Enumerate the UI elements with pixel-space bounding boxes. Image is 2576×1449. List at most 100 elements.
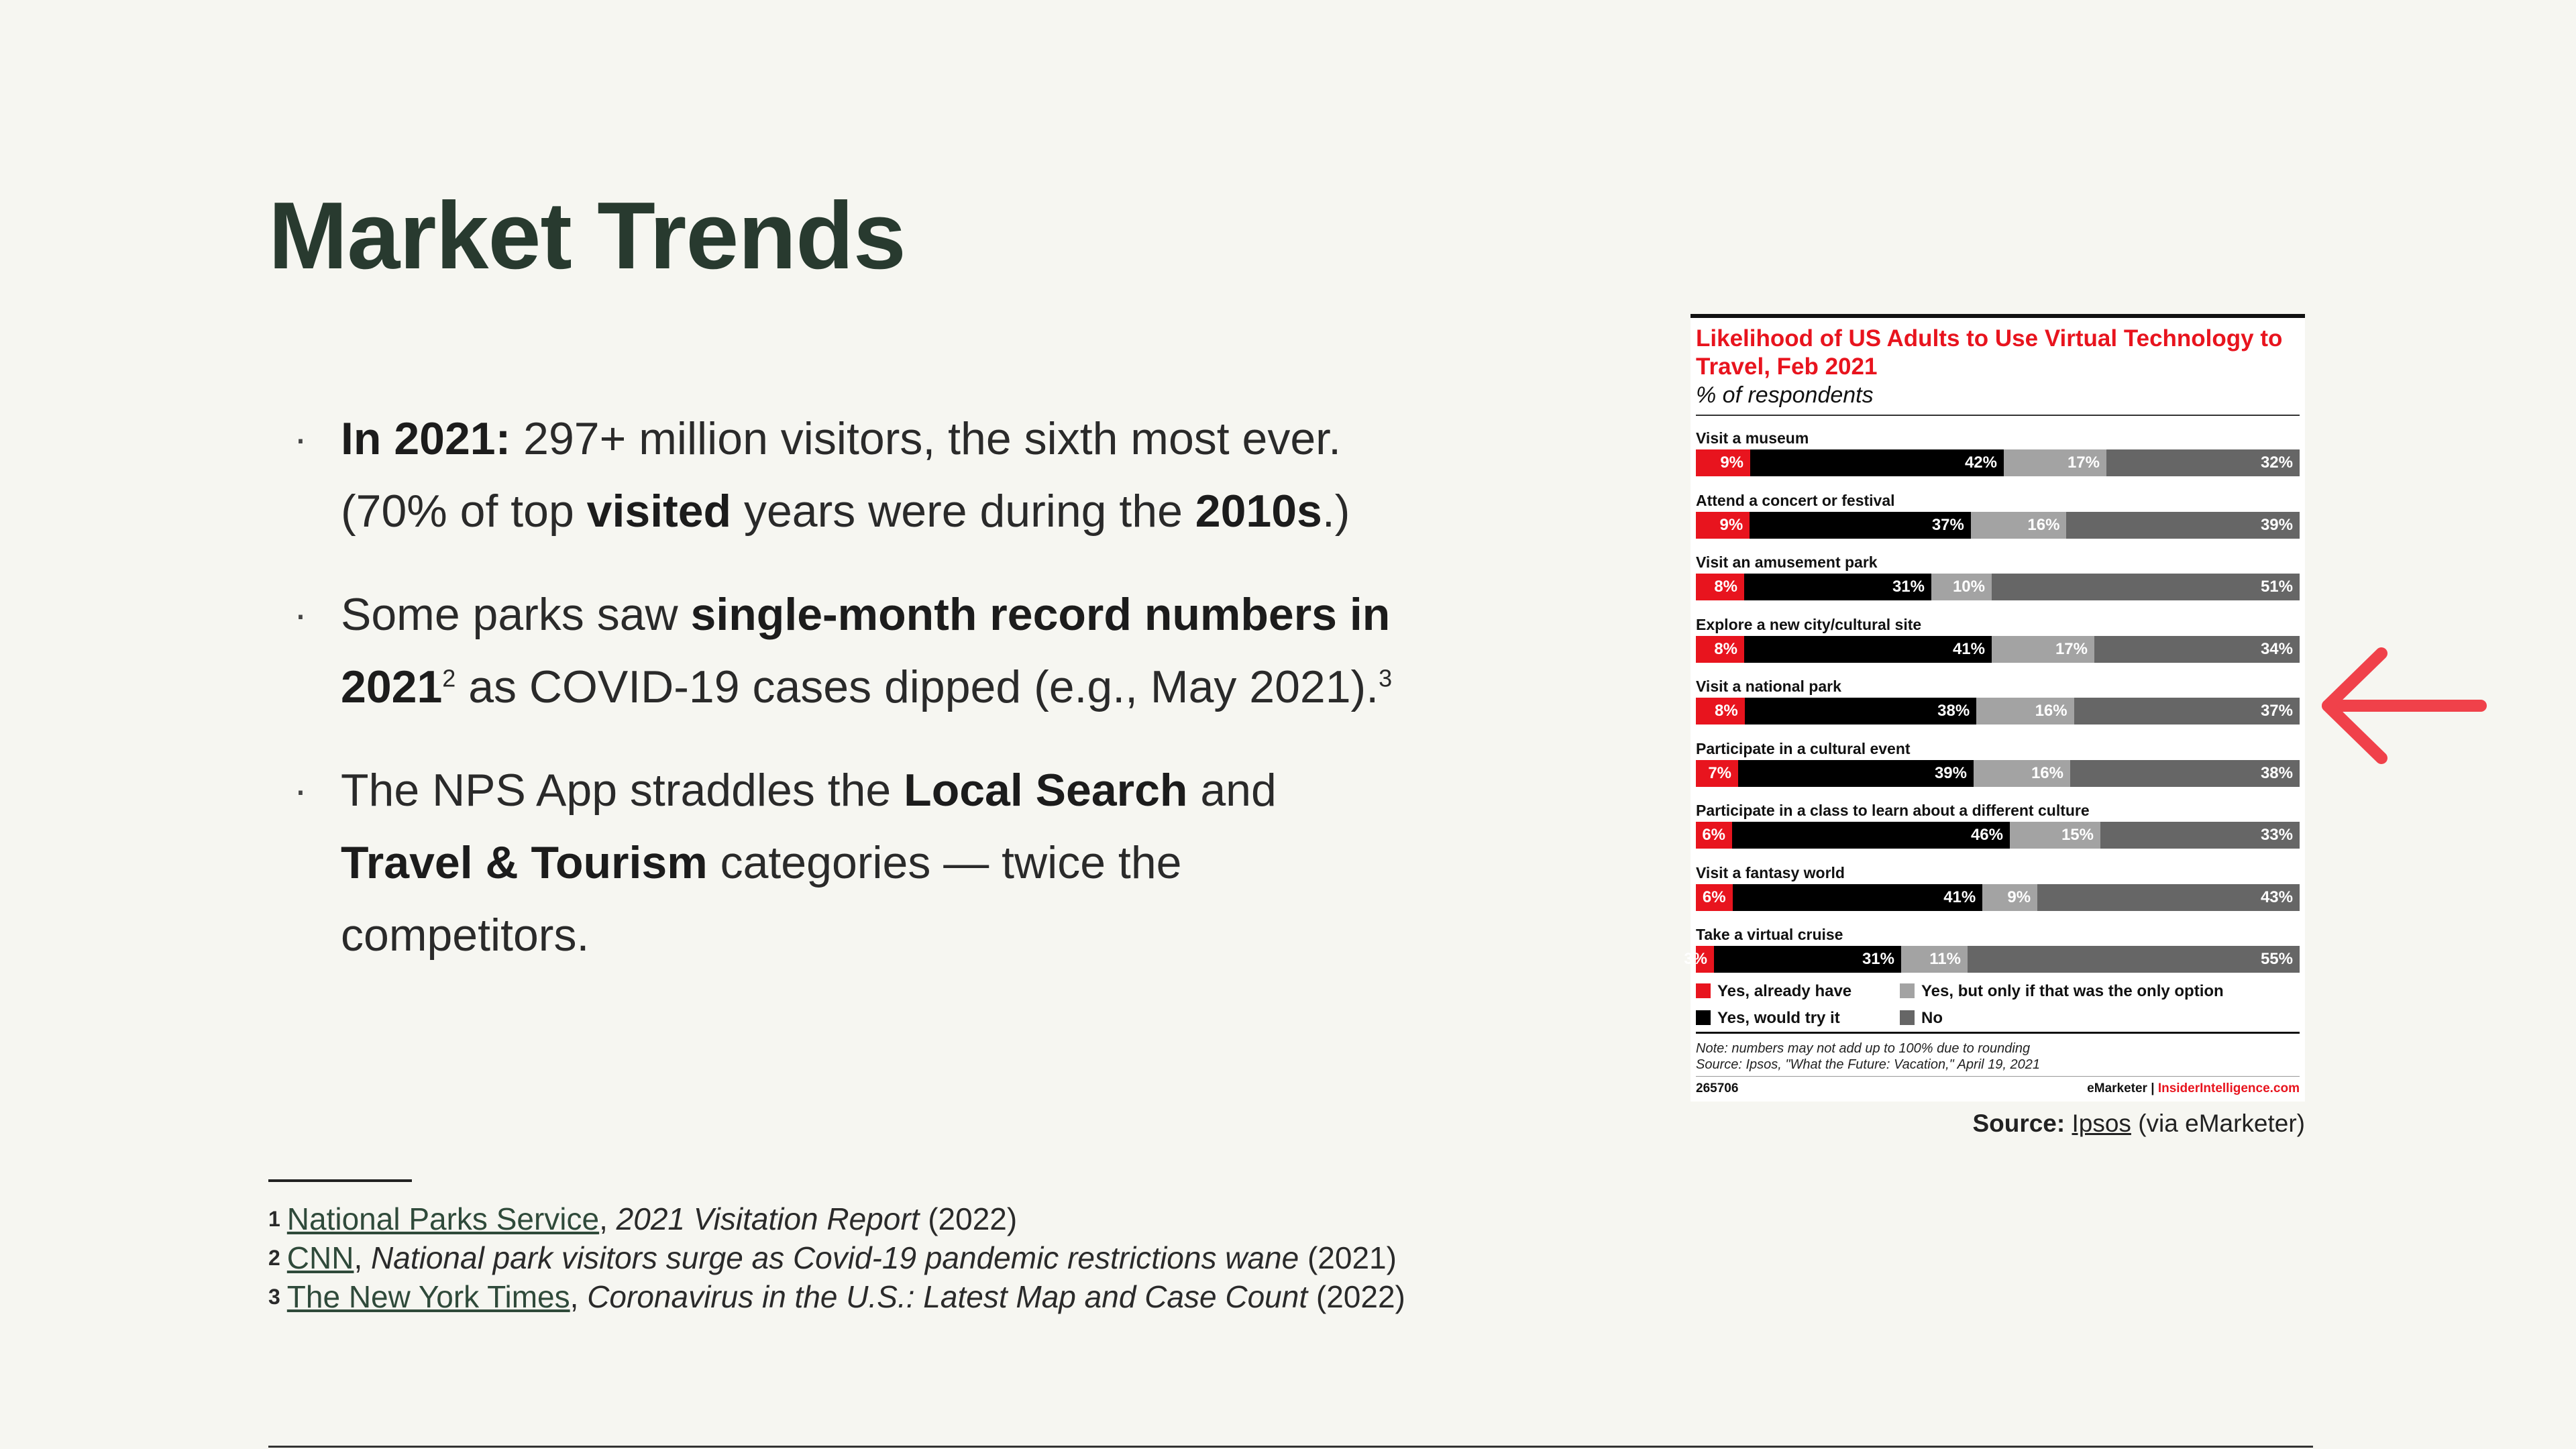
brand-name: eMarketer [2087, 1081, 2147, 1095]
bullet-bold: 2010s [1195, 486, 1322, 537]
bar-segment: 10% [1931, 574, 1992, 600]
footnote-title: National park visitors surge as Covid-19… [371, 1240, 1299, 1275]
stacked-bar: 6% 46% 15% 33% [1696, 822, 2300, 849]
footnote-year: (2022) [919, 1201, 1018, 1236]
bar-segment: 9% [1696, 449, 1750, 476]
data-label: 6% [1702, 888, 1726, 906]
bar-segment: 16% [1976, 698, 2074, 724]
bar-segment: 11% [1901, 946, 1968, 973]
footnote-ref: 2 [442, 664, 456, 692]
footnote-title: Coronavirus in the U.S.: Latest Map and … [587, 1279, 1308, 1314]
bar-segment: 7% [1696, 759, 1738, 787]
bar-segment: 38% [1744, 698, 1977, 724]
legend-swatch [1900, 983, 1915, 998]
data-label: 51% [2260, 578, 2293, 596]
data-label: 8% [1714, 578, 1737, 596]
bar-segment: 33% [2100, 822, 2300, 849]
data-label: 39% [2260, 515, 2293, 534]
source-link[interactable]: Ipsos [2072, 1110, 2131, 1137]
data-label: 10% [1952, 578, 1985, 596]
chart-title: Likelihood of US Adults to Use Virtual T… [1696, 325, 2283, 380]
bullet-text: Some parks saw [341, 589, 691, 640]
data-label: 16% [2031, 763, 2063, 782]
chart-subtitle: % of respondents [1696, 382, 1874, 408]
chart-divider [1696, 1076, 2300, 1077]
bar-segment: 51% [1992, 574, 2300, 600]
arrow-left-icon [2322, 647, 2487, 764]
footnote-link[interactable]: The New York Times [286, 1279, 570, 1314]
bar-segment: 8% [1696, 635, 1744, 663]
footnote-number: 3 [268, 1285, 280, 1309]
bullet-text: and [1187, 765, 1277, 816]
footnote-divider [268, 1179, 412, 1182]
data-label: 31% [1862, 950, 1894, 968]
bar-segment: 55% [1968, 946, 2300, 973]
data-label: 3% [1684, 950, 1707, 968]
legend-swatch [1696, 1010, 1711, 1025]
footnote-number: 1 [268, 1207, 280, 1231]
bar-segment: 17% [2004, 449, 2106, 476]
footnote-link[interactable]: National Parks Service [286, 1201, 600, 1236]
footnote: 2 CNN, National park visitors surge as Co… [268, 1238, 1405, 1277]
bullet-item: In 2021: 297+ million visitors, the sixt… [294, 402, 1421, 547]
category-label: Participate in a class to learn about a … [1696, 802, 2090, 819]
data-label: 7% [1708, 763, 1731, 782]
bar-segment: 6% [1696, 883, 1733, 911]
category-label: Visit a fantasy world [1696, 863, 1845, 881]
bar-segment: 43% [2037, 883, 2300, 911]
legend-item: Yes, but only if that was the only optio… [1900, 982, 2224, 1001]
legend-item: Yes, already have [1696, 982, 1851, 1001]
bullet-list: In 2021: 297+ million visitors, the sixt… [294, 402, 1421, 1002]
bar-segment: 8% [1696, 698, 1745, 724]
category-label: Attend a concert or festival [1696, 491, 1895, 509]
bullet-item: Some parks saw single-month record numbe… [294, 578, 1421, 723]
category-label: Explore a new city/cultural site [1696, 615, 1922, 633]
bar-segment: 42% [1750, 449, 2004, 476]
legend-label: Yes, but only if that was the only optio… [1921, 982, 2224, 1000]
bar-segment: 37% [2074, 698, 2300, 724]
bullet-text: categories — twice the competitors. [341, 837, 1182, 961]
data-label: 38% [1937, 702, 1970, 720]
stacked-bar: 3% 31% 11% 55% [1684, 946, 2300, 973]
data-label: 17% [2055, 639, 2088, 658]
data-label: 43% [2260, 888, 2293, 906]
data-label: 17% [2067, 453, 2100, 472]
data-label: 9% [2007, 888, 2031, 906]
bar-segment: 32% [2106, 449, 2300, 476]
stacked-bar: 8% 41% 17% 34% [1696, 635, 2300, 663]
bar-segment: 34% [2094, 635, 2300, 663]
chart-id: 265706 [1696, 1081, 1739, 1095]
data-label: 16% [2035, 702, 2068, 720]
chart-card: Likelihood of US Adults to Use Virtual T… [1684, 314, 2305, 1102]
bar-segment: 3% [1684, 946, 1714, 973]
bottom-divider [268, 1446, 2313, 1448]
data-label: 37% [1931, 515, 1964, 534]
footnote-year: (2022) [1307, 1279, 1405, 1314]
data-label: 9% [1720, 453, 1743, 472]
bar-segment: 8% [1696, 574, 1744, 600]
legend-swatch [1696, 983, 1711, 998]
stacked-bar: 6% 41% 9% 43% [1696, 883, 2300, 911]
bar-segment: 46% [1732, 822, 2010, 849]
bar-segment: 31% [1714, 946, 1901, 973]
source-caption: Source: Ipsos (via eMarketer) [1972, 1110, 2305, 1138]
bullet-item: The NPS App straddles the Local Search a… [294, 754, 1421, 971]
data-label: 15% [2061, 826, 2094, 844]
chart-note: Note: numbers may not add up to 100% due… [1696, 1041, 2031, 1056]
legend-label: Yes, would try it [1717, 1009, 1840, 1027]
bullet-text: years were during the [731, 486, 1195, 537]
category-label: Visit a national park [1696, 678, 1841, 695]
footnote-title: 2021 Visitation Report [616, 1201, 920, 1236]
brand-link[interactable]: InsiderIntelligence.com [2157, 1081, 2300, 1095]
bullet-bold: Local Search [904, 765, 1188, 816]
footnote-ref: 3 [1379, 664, 1393, 692]
legend-swatch [1900, 1010, 1915, 1025]
data-label: 8% [1714, 639, 1737, 658]
stacked-bar: 8% 38% 16% 37% [1696, 698, 2300, 724]
bullet-bold: Travel & Tourism [341, 837, 708, 888]
chart-source: Source: Ipsos, "What the Future: Vacatio… [1696, 1057, 2040, 1072]
footnote-link[interactable]: CNN [286, 1240, 354, 1275]
legend-item: Yes, would try it [1696, 1009, 1840, 1028]
data-label: 39% [1934, 763, 1967, 782]
bar-segment: 16% [1970, 511, 2067, 539]
